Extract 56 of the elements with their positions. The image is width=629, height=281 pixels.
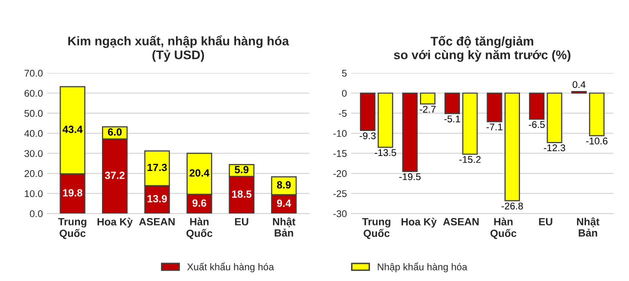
data-label: 13.9 [148, 195, 167, 202]
data-label: 9.6 [192, 199, 206, 207]
x-tick-label: EU [539, 218, 552, 226]
y-tick-label: 0 [342, 90, 347, 97]
data-label: 17.3 [148, 164, 167, 172]
legend-label: Xuất khẩu hàng hóa [187, 262, 274, 272]
y-tick-label: 10.0 [24, 190, 43, 198]
data-label: 43.4 [62, 126, 83, 134]
y-tick-label: -15 [333, 150, 347, 157]
chart-title: Tốc độ tăng/giảm so với cùng kỳ năm trước (%) [394, 36, 570, 62]
data-label: -13.5 [374, 149, 396, 156]
data-label: -2.7 [420, 106, 436, 113]
x-tick-label: Hoa Kỳ [98, 218, 133, 228]
y-tick-label: 50.0 [24, 110, 43, 117]
x-tick-label: Hoa Kỳ [402, 218, 437, 228]
data-label: 5.9 [234, 166, 248, 174]
y-tick-label: 5 [342, 70, 347, 77]
y-tick-label: 70.0 [24, 70, 43, 77]
data-label: -7.1 [486, 124, 502, 130]
legend-label: Nhập khẩu hàng hóa [378, 262, 468, 272]
x-tick-label: ASEAN [443, 218, 479, 226]
data-label: -9.3 [360, 132, 376, 140]
y-tick-label: -5 [338, 110, 347, 117]
y-tick-label: -10 [333, 130, 347, 137]
data-label: -19.5 [399, 173, 421, 180]
x-tick-label: Hàn Quốc [490, 218, 516, 239]
data-label: -10.6 [586, 138, 608, 144]
data-label: -5.1 [444, 116, 460, 122]
y-tick-label: 60.0 [24, 90, 43, 97]
data-label: 19.8 [63, 189, 82, 196]
data-label: 9.4 [277, 200, 292, 207]
x-tick-label: Hàn Quốc [186, 218, 212, 239]
y-tick-label: 0.0 [30, 210, 43, 218]
data-label: 18.5 [232, 190, 252, 198]
data-label: 8.9 [276, 181, 291, 189]
x-tick-label: Nhật Bản [273, 218, 296, 237]
y-tick-label: -25 [333, 190, 347, 198]
data-label: 20.4 [190, 169, 210, 177]
chart-title: Kim ngạch xuất, nhập khẩu hàng hóa (Tỷ USD) [68, 35, 290, 62]
data-label: 37.2 [104, 172, 125, 180]
x-tick-label: Nhật Bản [577, 218, 600, 237]
data-label: 0.4 [572, 81, 586, 88]
data-label: -26.8 [502, 202, 523, 210]
data-label: -6.5 [528, 121, 545, 128]
y-tick-label: 40.0 [24, 130, 43, 137]
x-tick-label: EU [235, 218, 248, 226]
y-tick-label: -20 [333, 170, 347, 178]
y-tick-label: 30.0 [24, 150, 43, 157]
data-label: -15.2 [459, 156, 481, 163]
data-label: 6.0 [108, 128, 122, 136]
x-tick-label: Trung Quốc [58, 218, 86, 239]
y-tick-label: 20.0 [24, 170, 43, 178]
y-tick-label: -30 [333, 210, 347, 218]
x-tick-label: Trung Quốc [362, 218, 390, 239]
x-tick-label: ASEAN [139, 218, 175, 226]
data-label: -12.3 [544, 144, 566, 152]
